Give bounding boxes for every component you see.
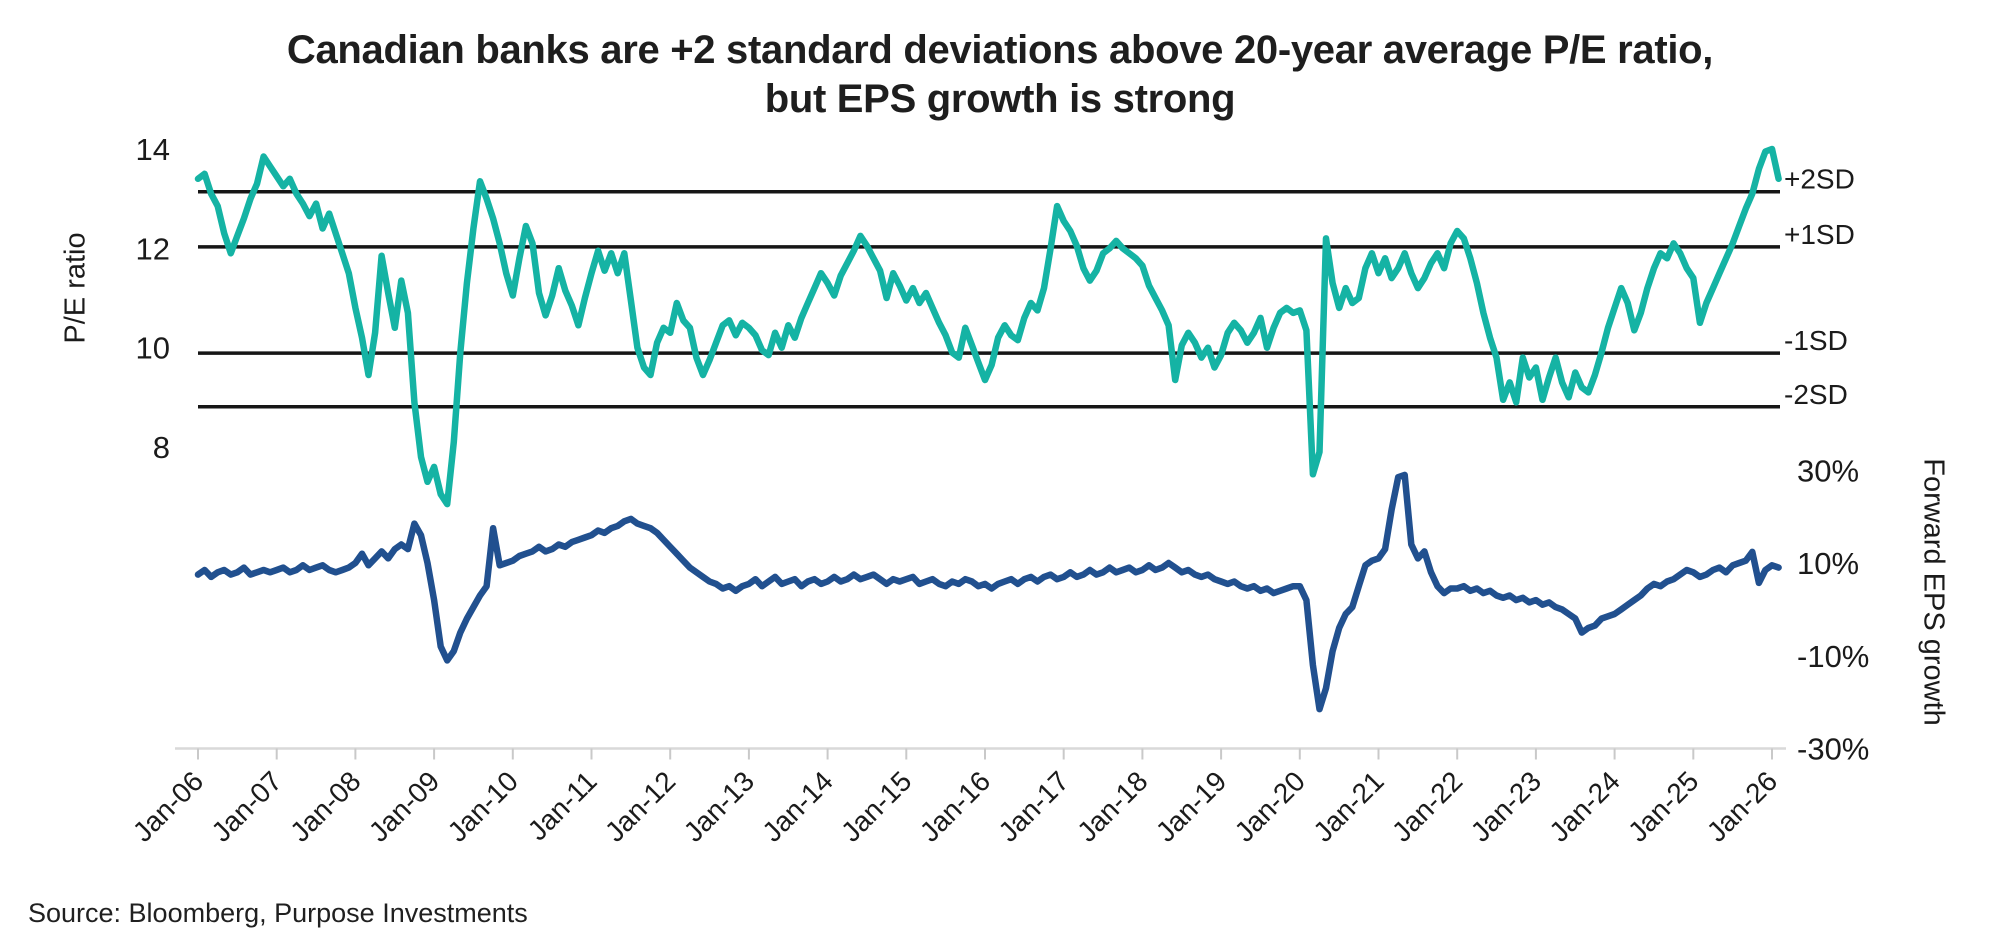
sd-line-label: +1SD xyxy=(1784,219,1855,250)
x-tick-label: Jan-21 xyxy=(1307,765,1389,847)
x-tick-label: Jan-24 xyxy=(1543,765,1625,847)
x-tick-label: Jan-19 xyxy=(1150,765,1232,847)
x-tick-label: Jan-13 xyxy=(678,765,760,847)
right-tick-label: 30% xyxy=(1797,453,1859,488)
x-tick-label: Jan-18 xyxy=(1071,765,1153,847)
right-tick-label: -30% xyxy=(1797,732,1869,767)
x-tick-label: Jan-10 xyxy=(442,765,524,847)
x-tick-label: Jan-06 xyxy=(127,765,209,847)
left-tick-label: 8 xyxy=(153,430,170,465)
chart-title-line2: but EPS growth is strong xyxy=(764,76,1236,121)
x-tick-label: Jan-07 xyxy=(205,765,287,847)
x-tick-label: Jan-16 xyxy=(914,765,996,847)
x-tick-label: Jan-12 xyxy=(599,765,681,847)
x-tick-label: Jan-23 xyxy=(1465,765,1547,847)
chart-title: Canadian banks are +2 standard deviation… xyxy=(0,26,2000,124)
sd-line-label: +2SD xyxy=(1784,164,1855,195)
x-tick-label: Jan-09 xyxy=(363,765,445,847)
x-tick-label: Jan-08 xyxy=(284,765,366,847)
pe-ratio-line xyxy=(194,145,1782,508)
x-tick-label: Jan-17 xyxy=(992,765,1074,847)
source-note: Source: Bloomberg, Purpose Investments xyxy=(28,898,528,928)
left-tick-label: 14 xyxy=(136,132,170,167)
eps-growth-line xyxy=(194,471,1782,713)
sd-line-label: -1SD xyxy=(1784,325,1848,356)
x-tick-label: Jan-15 xyxy=(835,765,917,847)
left-tick-label: 10 xyxy=(136,331,170,366)
x-tick-label: Jan-26 xyxy=(1701,765,1783,847)
sd-line-label: -2SD xyxy=(1784,379,1848,410)
x-tick-label: Jan-14 xyxy=(756,765,838,847)
chart-title-line1: Canadian banks are +2 standard deviation… xyxy=(286,28,1714,72)
x-tick-label: Jan-20 xyxy=(1229,765,1311,847)
left-tick-label: 12 xyxy=(136,231,170,266)
x-tick-label: Jan-22 xyxy=(1386,765,1468,847)
x-tick-label: Jan-25 xyxy=(1622,765,1704,847)
right-tick-label: 10% xyxy=(1797,546,1859,581)
right-tick-label: -10% xyxy=(1797,639,1869,674)
x-tick-label: Jan-11 xyxy=(522,765,603,846)
